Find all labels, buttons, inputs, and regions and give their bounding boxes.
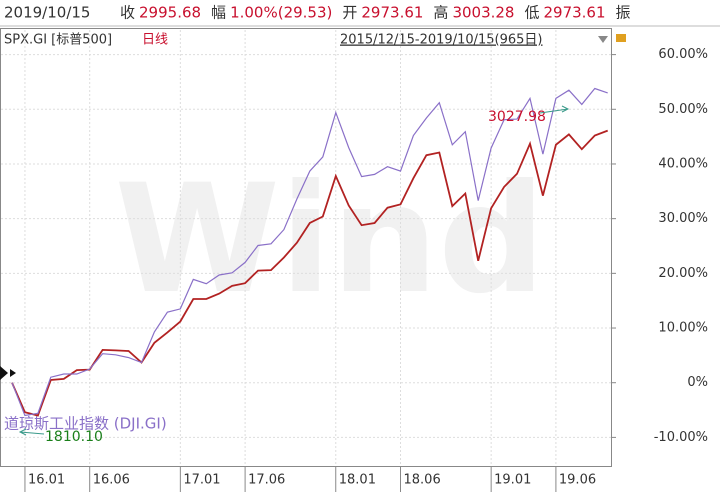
header-more: 振	[616, 4, 631, 22]
header-value: 2973.61	[361, 4, 423, 22]
x-tick-label: 17.06	[248, 473, 285, 488]
dropdown-icon[interactable]	[598, 36, 608, 43]
header-value: 1.00%(29.53)	[230, 4, 332, 22]
lock-icon	[616, 34, 626, 42]
start-marker	[0, 366, 16, 380]
y-tick-label: 40.00%	[658, 156, 708, 171]
header-label: 低	[524, 4, 539, 22]
x-tick-label: 16.06	[93, 473, 130, 488]
y-tick-label: 60.00%	[658, 47, 708, 62]
annotation-arrow	[539, 105, 570, 114]
header-label: 收	[120, 4, 135, 22]
date-range[interactable]: 2015/12/15-2019/10/15(965日)	[340, 33, 543, 48]
y-tick-label: 0%	[687, 375, 708, 390]
y-tick-label: 50.00%	[658, 102, 708, 117]
header-label: 幅	[211, 4, 226, 22]
x-tick-label: 18.06	[404, 473, 441, 488]
x-tick-label: 18.01	[339, 473, 376, 488]
y-tick-label: 30.00%	[658, 211, 708, 226]
y-tick-label: 10.00%	[658, 321, 708, 336]
x-tick-label: 19.06	[559, 473, 596, 488]
header-value: 2995.68	[139, 4, 201, 22]
header-label: 高	[433, 4, 448, 22]
watermark: Wind	[114, 153, 545, 327]
series-line	[11, 87, 608, 417]
annotation-arrow	[18, 428, 45, 436]
annotation: 1810.10	[45, 429, 103, 445]
header-value: 2973.61	[543, 4, 605, 22]
legend-entry: 道琼斯工业指数 (DJI.GI)	[4, 415, 167, 433]
annotation: 3027.98	[488, 109, 546, 125]
period: 日线	[142, 33, 168, 48]
x-tick-label: 16.01	[28, 473, 65, 488]
series-line	[11, 129, 609, 417]
plot-frame	[0, 28, 612, 467]
header-value: 3003.28	[452, 4, 514, 22]
header-date: 2019/10/15	[4, 4, 90, 22]
y-tick-label: 20.00%	[658, 266, 708, 281]
header-label: 开	[342, 4, 357, 22]
x-tick-label: 17.01	[183, 473, 220, 488]
y-tick-label: -10.00%	[654, 430, 708, 445]
x-tick-label: 19.01	[494, 473, 531, 488]
series-title: SPX.GI [标普500]	[4, 33, 112, 48]
